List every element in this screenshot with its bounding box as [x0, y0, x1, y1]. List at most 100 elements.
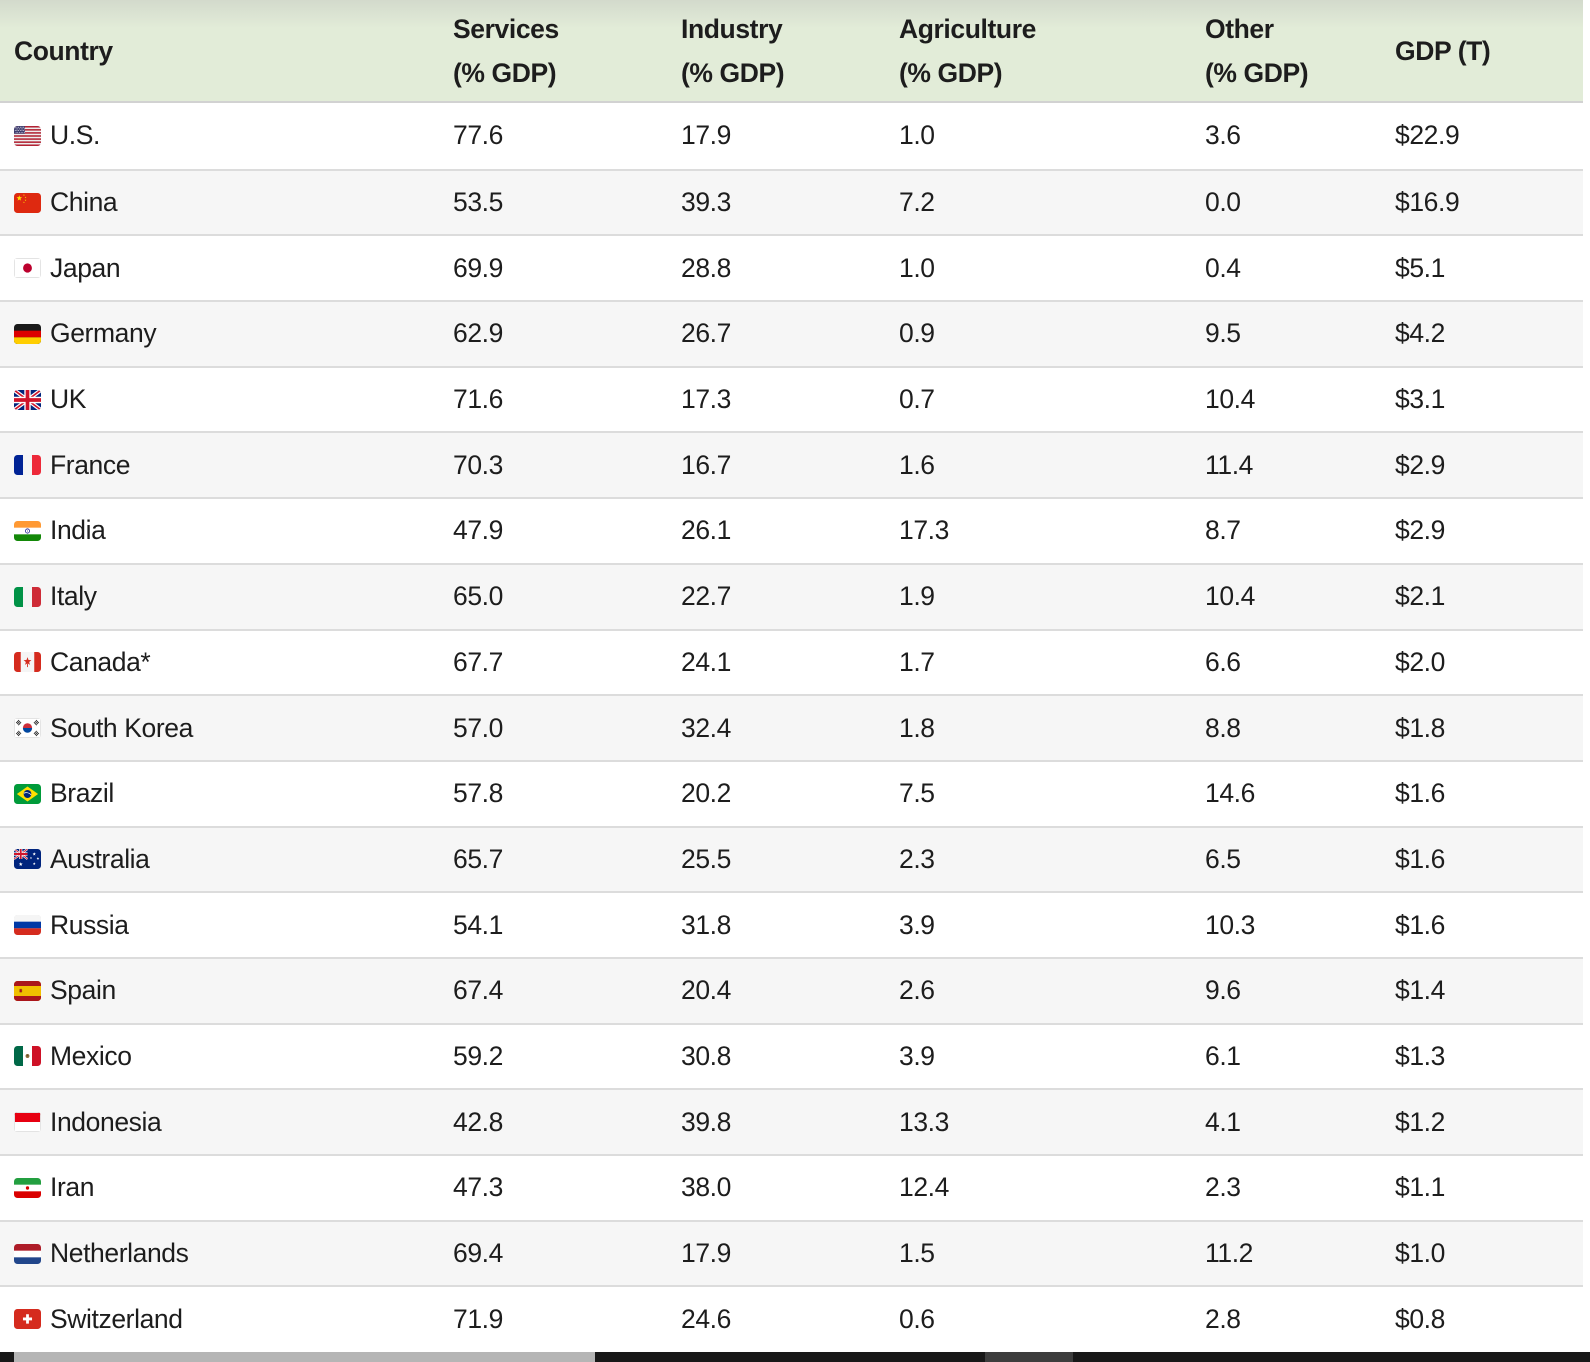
agriculture-value: 1.8 — [899, 712, 935, 743]
agriculture-value: 13.3 — [899, 1106, 949, 1137]
country-cell: Canada* — [0, 647, 453, 678]
column-header-country: Country — [0, 29, 453, 73]
agriculture-value: 0.6 — [899, 1303, 935, 1334]
country-cell: Mexico — [0, 1041, 453, 1072]
table-row: China 53.5 39.3 7.2 0.0 $16.9 — [0, 168, 1583, 235]
country-cell: Brazil — [0, 778, 453, 809]
in-flag-icon — [14, 520, 41, 541]
column-header-label: Industry — [681, 13, 783, 44]
country-cell: Netherlands — [0, 1238, 453, 1269]
country-cell: Italy — [0, 581, 453, 612]
country-name: Indonesia — [50, 1106, 162, 1137]
country-cell: Japan — [0, 253, 453, 284]
gdp-value: $1.4 — [1395, 975, 1445, 1006]
country-cell: France — [0, 450, 453, 481]
services-value: 69.4 — [453, 1238, 503, 1269]
gdp-value: $4.2 — [1395, 318, 1445, 349]
country-name: Switzerland — [50, 1303, 183, 1334]
cn-flag-icon — [14, 192, 41, 213]
agriculture-value: 1.7 — [899, 646, 935, 677]
industry-value: 26.1 — [681, 515, 731, 546]
table-row: Brazil 57.8 20.2 7.5 14.6 $1.6 — [0, 759, 1583, 826]
services-value: 42.8 — [453, 1106, 503, 1137]
column-header-label: Other — [1205, 13, 1274, 44]
gdp-value: $2.9 — [1395, 515, 1445, 546]
gdp-value: $2.0 — [1395, 646, 1445, 677]
industry-value: 24.6 — [681, 1303, 731, 1334]
table-row: Netherlands 69.4 17.9 1.5 11.2 $1.0 — [0, 1219, 1583, 1286]
industry-value: 31.8 — [681, 909, 731, 940]
agriculture-value: 3.9 — [899, 909, 935, 940]
column-header-other: Other (% GDP) — [1205, 7, 1395, 95]
agriculture-value: 1.0 — [899, 252, 935, 283]
services-value: 53.5 — [453, 187, 503, 218]
column-header-sublabel: (% GDP) — [681, 57, 785, 88]
country-name: France — [50, 449, 131, 480]
other-value: 11.4 — [1205, 449, 1254, 480]
mx-flag-icon — [14, 1046, 41, 1067]
services-value: 65.7 — [453, 843, 503, 874]
br-flag-icon — [14, 783, 41, 804]
country-name: India — [50, 515, 106, 546]
other-value: 6.6 — [1205, 646, 1241, 677]
au-flag-icon — [14, 849, 41, 870]
services-value: 59.2 — [453, 1040, 503, 1071]
agriculture-value: 0.7 — [899, 384, 935, 415]
table-row: U.S. 77.6 17.9 1.0 3.6 $22.9 — [0, 103, 1583, 169]
column-header-label: Services — [453, 13, 559, 44]
column-header-label: GDP (T) — [1395, 35, 1491, 66]
country-name: Germany — [50, 318, 157, 349]
jp-flag-icon — [14, 258, 41, 279]
services-value: 65.0 — [453, 581, 503, 612]
industry-value: 28.8 — [681, 252, 731, 283]
column-header-sublabel: (% GDP) — [1205, 57, 1309, 88]
table-row: Iran 47.3 38.0 12.4 2.3 $1.1 — [0, 1154, 1583, 1220]
agriculture-value: 2.6 — [899, 975, 935, 1006]
ch-flag-icon — [14, 1309, 41, 1330]
industry-value: 30.8 — [681, 1040, 731, 1071]
table-row: UK 71.6 17.3 0.7 10.4 $3.1 — [0, 365, 1583, 432]
country-cell: Indonesia — [0, 1107, 453, 1138]
other-value: 4.1 — [1205, 1106, 1241, 1137]
gdp-value: $1.6 — [1395, 909, 1445, 940]
services-value: 57.8 — [453, 778, 503, 809]
table-row: Switzerland 71.9 24.6 0.6 2.8 $0.8 — [0, 1285, 1583, 1352]
gdp-value: $16.9 — [1395, 187, 1460, 218]
services-value: 69.9 — [453, 252, 503, 283]
agriculture-value: 0.9 — [899, 318, 935, 349]
other-value: 9.6 — [1205, 975, 1241, 1006]
gdp-value: $1.8 — [1395, 712, 1445, 743]
industry-value: 20.4 — [681, 975, 731, 1006]
services-value: 67.7 — [453, 646, 503, 677]
uk-flag-icon — [14, 389, 41, 410]
table-body: U.S. 77.6 17.9 1.0 3.6 $22.9 China 53.5 39.3 7.2 0… — [0, 103, 1583, 1352]
country-name: U.S. — [50, 120, 100, 151]
country-cell: China — [0, 187, 453, 218]
country-name: UK — [50, 384, 87, 415]
gdp-value: $0.8 — [1395, 1303, 1445, 1334]
table-row: Japan 69.9 28.8 1.0 0.4 $5.1 — [0, 234, 1583, 301]
scrollbar-thumb[interactable] — [14, 1352, 595, 1362]
country-name: Spain — [50, 975, 116, 1006]
table-row: Germany 62.9 26.7 0.9 9.5 $4.2 — [0, 300, 1583, 366]
column-header-agriculture: Agriculture (% GDP) — [899, 7, 1205, 95]
table-row: France 70.3 16.7 1.6 11.4 $2.9 — [0, 431, 1583, 498]
table-header-row: Country Services (% GDP) Industry (% GDP) Agr… — [0, 0, 1583, 103]
industry-value: 39.8 — [681, 1106, 731, 1137]
gdp-value: $1.6 — [1395, 843, 1445, 874]
services-value: 57.0 — [453, 712, 503, 743]
table-row: Spain 67.4 20.4 2.6 9.6 $1.4 — [0, 956, 1583, 1023]
other-value: 9.5 — [1205, 318, 1241, 349]
other-value: 8.8 — [1205, 712, 1241, 743]
gdp-value: $22.9 — [1395, 120, 1460, 151]
kr-flag-icon — [14, 718, 41, 739]
country-cell: Spain — [0, 975, 453, 1006]
other-value: 6.5 — [1205, 843, 1241, 874]
gdp-value: $3.1 — [1395, 384, 1445, 415]
industry-value: 20.2 — [681, 778, 731, 809]
country-cell: Switzerland — [0, 1304, 453, 1335]
services-value: 71.9 — [453, 1303, 503, 1334]
gdp-value: $2.1 — [1395, 581, 1445, 612]
ru-flag-icon — [14, 915, 41, 936]
